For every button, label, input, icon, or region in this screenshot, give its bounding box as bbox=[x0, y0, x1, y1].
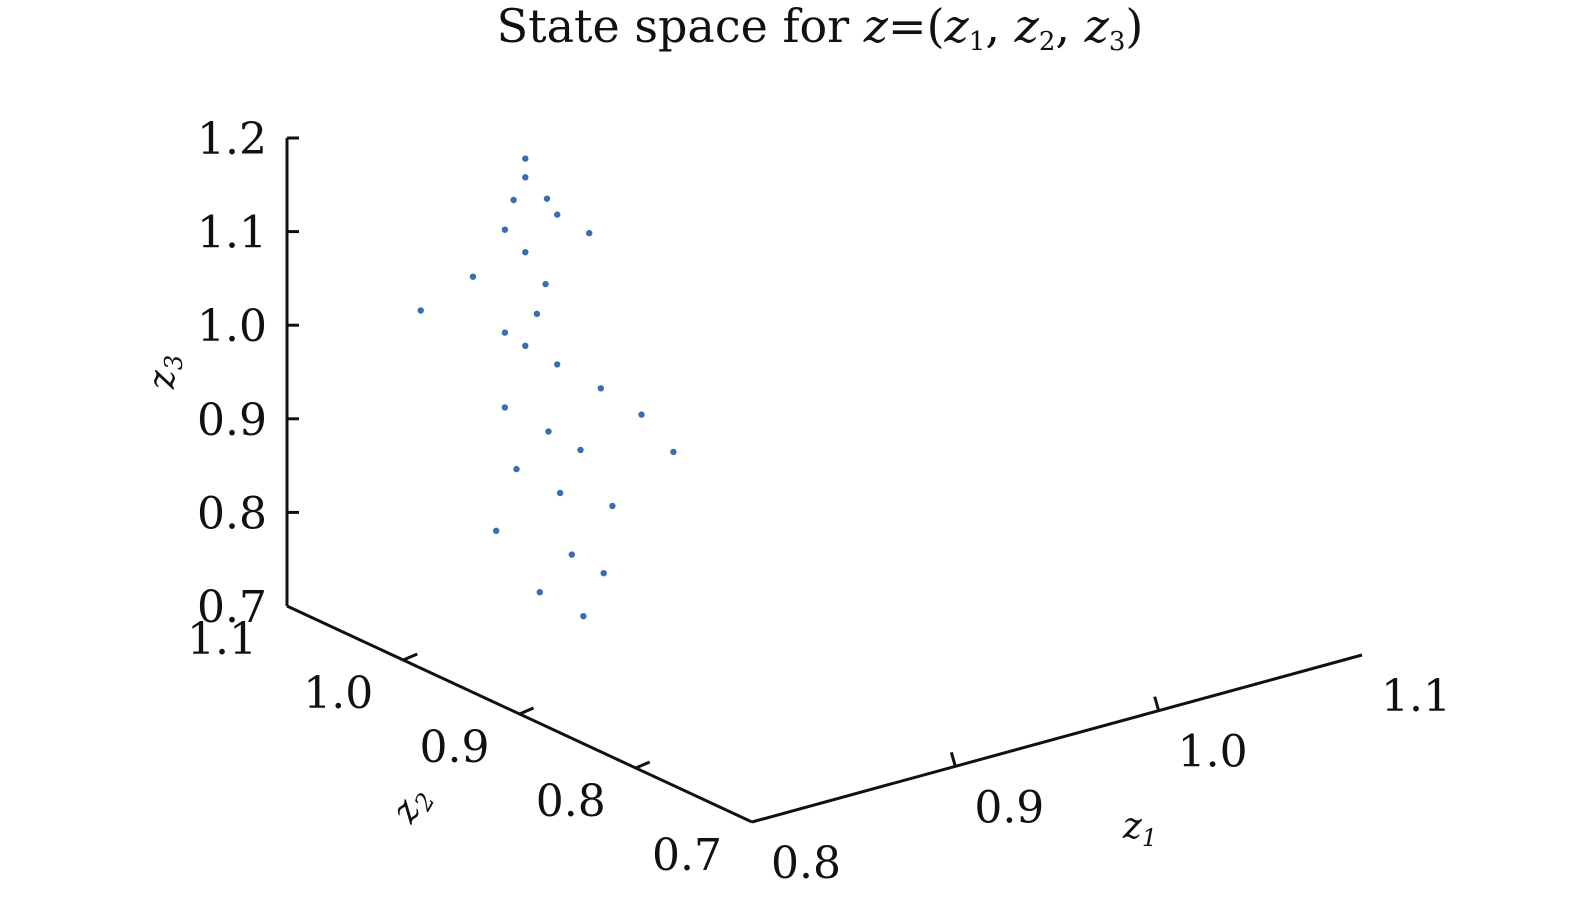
data-point bbox=[554, 361, 561, 368]
data-point bbox=[536, 589, 543, 596]
z3-tick-label: 0.8 bbox=[197, 488, 267, 539]
chart-title-close: ) bbox=[1125, 0, 1143, 53]
ticks-layer: 0.7 0.8 0.9 1.0 1.1 1.2 0.7 0.8 0.9 1.0 1.1 0.8 0.9 1… bbox=[187, 114, 1451, 889]
z1-axis-line bbox=[751, 653, 1363, 824]
z1-tick-label: 0.9 bbox=[974, 782, 1044, 833]
z1-axis-label: z1 bbox=[1122, 806, 1157, 852]
data-point bbox=[580, 613, 587, 620]
z2-tick-label: 1.0 bbox=[303, 668, 373, 719]
data-point bbox=[600, 570, 607, 577]
data-point bbox=[670, 448, 677, 456]
data-point bbox=[556, 489, 564, 497]
data-point bbox=[501, 404, 509, 411]
chart-title-v3: z bbox=[1084, 0, 1110, 53]
data-point bbox=[638, 411, 645, 418]
points-layer bbox=[417, 155, 677, 620]
chart-title-text: State space for bbox=[497, 0, 864, 53]
chart-title-s3: 3 bbox=[1109, 27, 1126, 57]
data-point bbox=[543, 195, 551, 202]
data-point bbox=[542, 280, 549, 288]
data-point bbox=[554, 211, 561, 218]
data-point bbox=[522, 155, 529, 162]
z3-axis-label-var: z bbox=[142, 369, 183, 390]
chart-title-sep1: , bbox=[985, 0, 1014, 53]
z2-tick-label: 1.1 bbox=[187, 614, 257, 665]
data-point bbox=[545, 428, 552, 435]
data-point bbox=[522, 342, 529, 349]
z3-tick-label: 1.2 bbox=[197, 114, 267, 165]
chart-title-var: z bbox=[863, 0, 889, 53]
chart-title-s2: 2 bbox=[1039, 27, 1056, 57]
data-point bbox=[586, 229, 593, 237]
z2-tick bbox=[635, 760, 651, 770]
z2-tick-label: 0.7 bbox=[652, 830, 722, 881]
z3-axis-label-sub: 3 bbox=[160, 355, 188, 370]
z1-axis-label-var: z bbox=[1122, 806, 1143, 847]
data-point bbox=[417, 307, 424, 314]
data-point bbox=[609, 502, 616, 510]
z3-tick-label: 1.0 bbox=[197, 301, 267, 352]
z2-tick bbox=[518, 706, 535, 716]
data-point bbox=[533, 310, 541, 317]
z1-tick-label: 0.8 bbox=[771, 838, 841, 889]
data-point bbox=[469, 273, 477, 280]
z2-tick bbox=[402, 652, 418, 662]
data-point bbox=[513, 465, 520, 473]
z2-tick-label: 0.9 bbox=[420, 722, 490, 773]
chart-title: State space for z=(z1, z2, z3) bbox=[497, 0, 1144, 57]
z1-tick-label: 1.0 bbox=[1178, 727, 1248, 778]
chart-title-s1: 1 bbox=[969, 27, 986, 57]
z1-axis-label-sub: 1 bbox=[1142, 824, 1157, 852]
chart-title-sep2: , bbox=[1055, 0, 1084, 53]
z3-tick-label: 1.1 bbox=[197, 208, 267, 259]
data-point bbox=[510, 196, 517, 204]
z3-tick-label: 0.9 bbox=[197, 395, 267, 446]
chart-title-v1: z bbox=[944, 0, 970, 53]
z3-axis-label: z3 bbox=[142, 355, 188, 390]
z1-tick-label: 1.1 bbox=[1381, 671, 1451, 722]
data-point bbox=[577, 446, 584, 454]
z1-tick bbox=[1153, 696, 1161, 712]
data-point bbox=[493, 527, 500, 534]
chart-title-v2: z bbox=[1014, 0, 1040, 53]
z1-tick bbox=[949, 751, 957, 767]
data-point bbox=[522, 174, 529, 181]
data-point bbox=[522, 249, 529, 256]
data-point bbox=[501, 226, 509, 233]
data-point bbox=[501, 329, 509, 336]
chart-title-eq: =( bbox=[888, 0, 945, 53]
z3-tick-label: 0.7 bbox=[197, 582, 267, 633]
data-point bbox=[568, 551, 575, 558]
z2-tick-label: 0.8 bbox=[536, 776, 606, 827]
data-point bbox=[597, 385, 604, 392]
z2-axis-label: z2 bbox=[383, 779, 440, 833]
